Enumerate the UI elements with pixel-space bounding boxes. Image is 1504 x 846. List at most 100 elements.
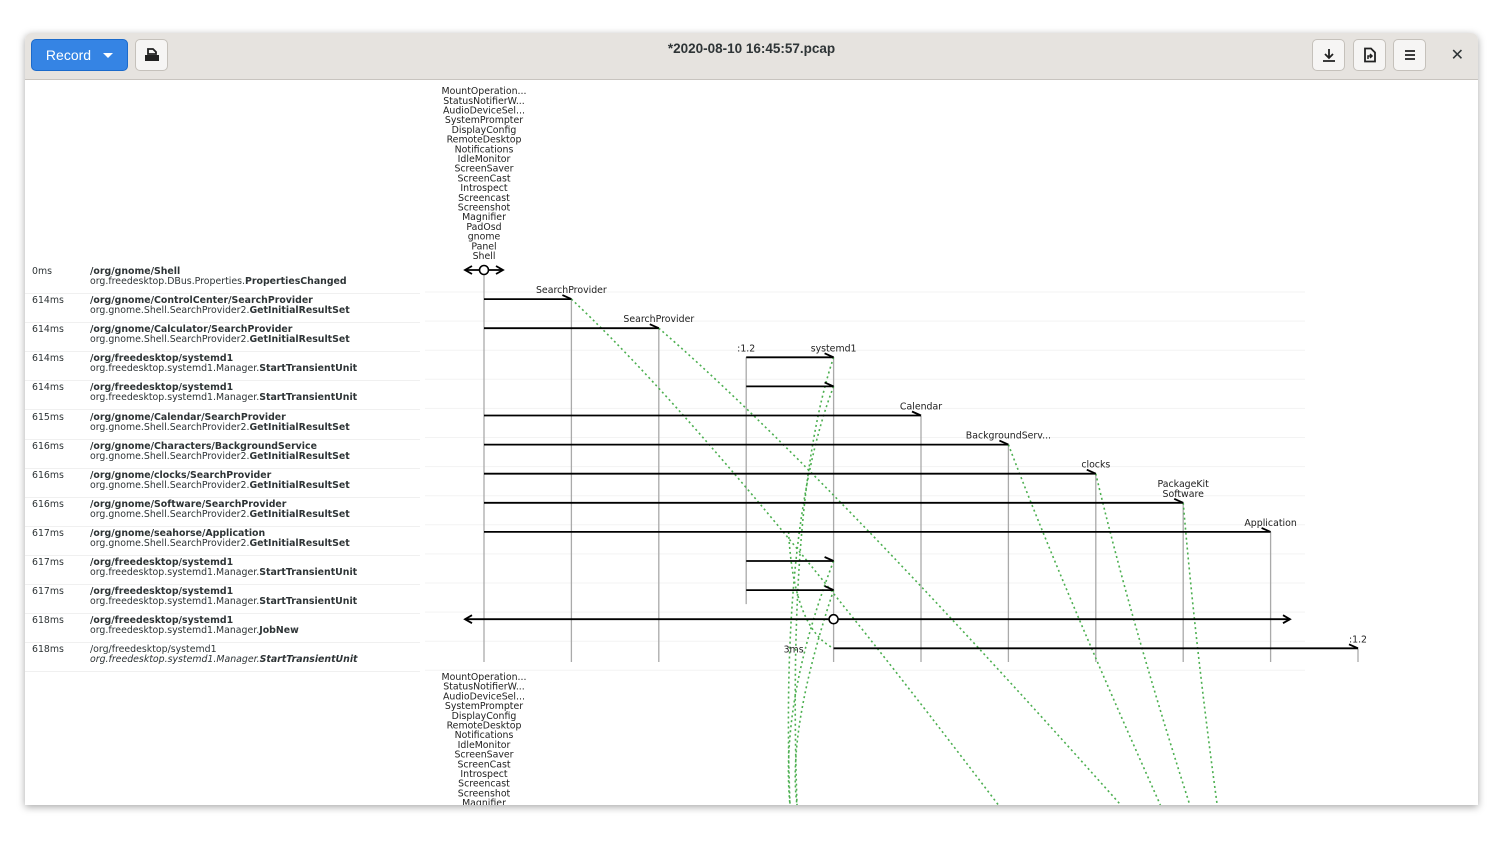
lane-label: PadOsd xyxy=(466,222,501,233)
return-line xyxy=(794,357,835,805)
message-interface: org.freedesktop.systemd1.Manager.StartTr… xyxy=(90,392,358,404)
chevron-down-icon xyxy=(103,52,114,58)
return-line xyxy=(787,386,835,805)
lane-label-bottom: Screenshot xyxy=(458,788,511,799)
message-interface: org.gnome.Shell.SearchProvider2.GetIniti… xyxy=(90,537,350,549)
lane-label: SearchProvider xyxy=(536,285,607,296)
message-member: GetInitialResultSet xyxy=(249,450,350,462)
window-title: *2020-08-10 16:45:57.pcap xyxy=(667,41,836,56)
message-row[interactable]: 616ms /org/gnome/clocks/SearchProvider o… xyxy=(25,468,420,498)
message-time: 0ms xyxy=(32,266,52,277)
lane-label: Shell xyxy=(473,251,496,262)
arrow-head xyxy=(1086,468,1097,475)
lane-label: Screencast xyxy=(458,193,510,204)
arrow-head-right xyxy=(1282,614,1292,624)
return-line xyxy=(658,327,1122,805)
message-time: 614ms xyxy=(32,353,64,365)
message-path: /org/freedesktop/systemd1 xyxy=(90,615,234,627)
message-member: GetInitialResultSet xyxy=(249,421,350,433)
lane-label-bottom: RemoteDesktop xyxy=(447,721,522,732)
lane-label: gnome xyxy=(468,232,501,243)
open-button[interactable] xyxy=(135,39,168,71)
message-time: 618ms xyxy=(32,615,64,627)
message-member: GetInitialResultSet xyxy=(249,305,350,317)
message-path: /org/gnome/Shell xyxy=(90,266,181,277)
signal-emitter xyxy=(478,264,490,276)
message-interface: org.freedesktop.systemd1.Manager.StartTr… xyxy=(90,363,358,375)
message-path: /org/freedesktop/systemd1 xyxy=(90,382,234,394)
message-time: 618ms xyxy=(32,644,64,656)
message-row[interactable]: 616ms /org/gnome/Software/SearchProvider… xyxy=(25,497,420,527)
message-row[interactable]: 614ms /org/freedesktop/systemd1 org.free… xyxy=(25,380,420,411)
message-path: /org/gnome/seahorse/Application xyxy=(90,527,266,539)
message-member: StartTransientUnit xyxy=(259,567,358,578)
message-row[interactable]: 618ms /org/freedesktop/systemd1 org.free… xyxy=(25,642,420,673)
lane-label: BackgroundServ... xyxy=(966,431,1051,442)
bustle-window: Record *2020-08-10 16:45:57.pcap ✕ 0ms /… xyxy=(25,33,1478,805)
message-row[interactable]: 617ms /org/freedesktop/systemd1 org.free… xyxy=(25,555,420,585)
message-path: /org/freedesktop/systemd1 xyxy=(90,557,234,568)
return-line xyxy=(570,298,1000,805)
message-row[interactable]: 617ms /org/gnome/seahorse/Application or… xyxy=(25,526,420,556)
message-row[interactable]: 616ms /org/gnome/Characters/BackgroundSe… xyxy=(25,439,420,469)
diagram-canvas: MountOperation...StatusNotifierW...Audio… xyxy=(425,86,1367,805)
document-export-icon xyxy=(1363,47,1376,63)
lane-label: ScreenCast xyxy=(457,173,510,184)
arrow-head-left xyxy=(463,614,473,624)
message-member: StartTransientUnit xyxy=(259,654,358,666)
message-time: 614ms xyxy=(32,295,64,307)
arrow-head xyxy=(824,381,834,388)
message-time: 614ms xyxy=(32,382,64,394)
lane-label-bottom: Magnifier xyxy=(462,798,506,805)
lane-label: PackageKit xyxy=(1158,479,1210,490)
message-path: /org/freedesktop/systemd1 xyxy=(90,644,217,656)
record-button[interactable]: Record xyxy=(31,39,128,71)
save-button[interactable] xyxy=(1312,39,1345,71)
return-line xyxy=(1007,444,1162,805)
message-row[interactable]: 614ms /org/gnome/Calculator/SearchProvid… xyxy=(25,322,420,353)
message-row[interactable]: 618ms /org/freedesktop/systemd1 org.free… xyxy=(25,613,420,644)
message-interface: org.gnome.Shell.SearchProvider2.GetIniti… xyxy=(90,421,350,433)
lane-label: :1.2 xyxy=(737,343,755,354)
message-time: 616ms xyxy=(32,498,64,510)
message-path: /org/gnome/clocks/SearchProvider xyxy=(90,469,272,481)
arrow-head xyxy=(999,439,1009,446)
arrow-head xyxy=(562,294,572,300)
message-interface: org.gnome.Shell.SearchProvider2.GetIniti… xyxy=(90,334,350,346)
arrow-head-left xyxy=(463,265,473,275)
message-member: StartTransientUnit xyxy=(259,363,358,375)
message-row[interactable]: 614ms /org/freedesktop/systemd1 org.free… xyxy=(25,351,420,382)
message-row[interactable]: 617ms /org/freedesktop/systemd1 org.free… xyxy=(25,584,420,615)
message-interface: org.freedesktop.systemd1.Manager.StartTr… xyxy=(90,567,358,578)
return-line xyxy=(1182,502,1218,805)
message-time: 616ms xyxy=(32,440,64,452)
message-row[interactable]: 0ms /org/gnome/Shell org.freedesktop.DBu… xyxy=(25,264,420,294)
lane-label-bottom: MountOperation... xyxy=(442,672,527,683)
lane-label-bottom: DisplayConfig xyxy=(452,711,517,722)
arrow-head-right xyxy=(495,265,505,275)
lane-label: :1.2 xyxy=(1349,634,1367,645)
message-member: PropertiesChanged xyxy=(245,276,347,287)
message-member: GetInitialResultSet xyxy=(249,537,350,549)
export-button[interactable] xyxy=(1353,39,1386,71)
arrow-head xyxy=(911,410,922,417)
close-button[interactable]: ✕ xyxy=(1450,45,1464,64)
sequence-diagram: 0ms /org/gnome/Shell org.freedesktop.DBu… xyxy=(25,80,1478,805)
hamburger-menu-icon xyxy=(1404,50,1415,60)
signal-emitter xyxy=(828,613,839,625)
return-line xyxy=(1095,473,1191,805)
message-row[interactable]: 614ms /org/gnome/ControlCenter/SearchPro… xyxy=(25,293,420,324)
lane-label: Calendar xyxy=(900,402,942,413)
arrow-head xyxy=(824,585,834,591)
message-interface: org.gnome.Shell.SearchProvider2.GetIniti… xyxy=(90,450,350,462)
lane-label-bottom: Notifications xyxy=(455,730,514,741)
menu-button[interactable] xyxy=(1393,39,1426,71)
message-member: GetInitialResultSet xyxy=(249,479,350,491)
message-time: 615ms xyxy=(32,411,64,423)
message-member: JobNew xyxy=(259,625,299,637)
message-member: GetInitialResultSet xyxy=(249,334,350,346)
message-path: /org/gnome/Calendar/SearchProvider xyxy=(90,411,286,423)
message-row[interactable]: 615ms /org/gnome/Calendar/SearchProvider… xyxy=(25,410,420,440)
lane-label-bottom: StatusNotifierW... xyxy=(443,682,525,693)
message-path: /org/gnome/Calculator/SearchProvider xyxy=(90,324,293,336)
